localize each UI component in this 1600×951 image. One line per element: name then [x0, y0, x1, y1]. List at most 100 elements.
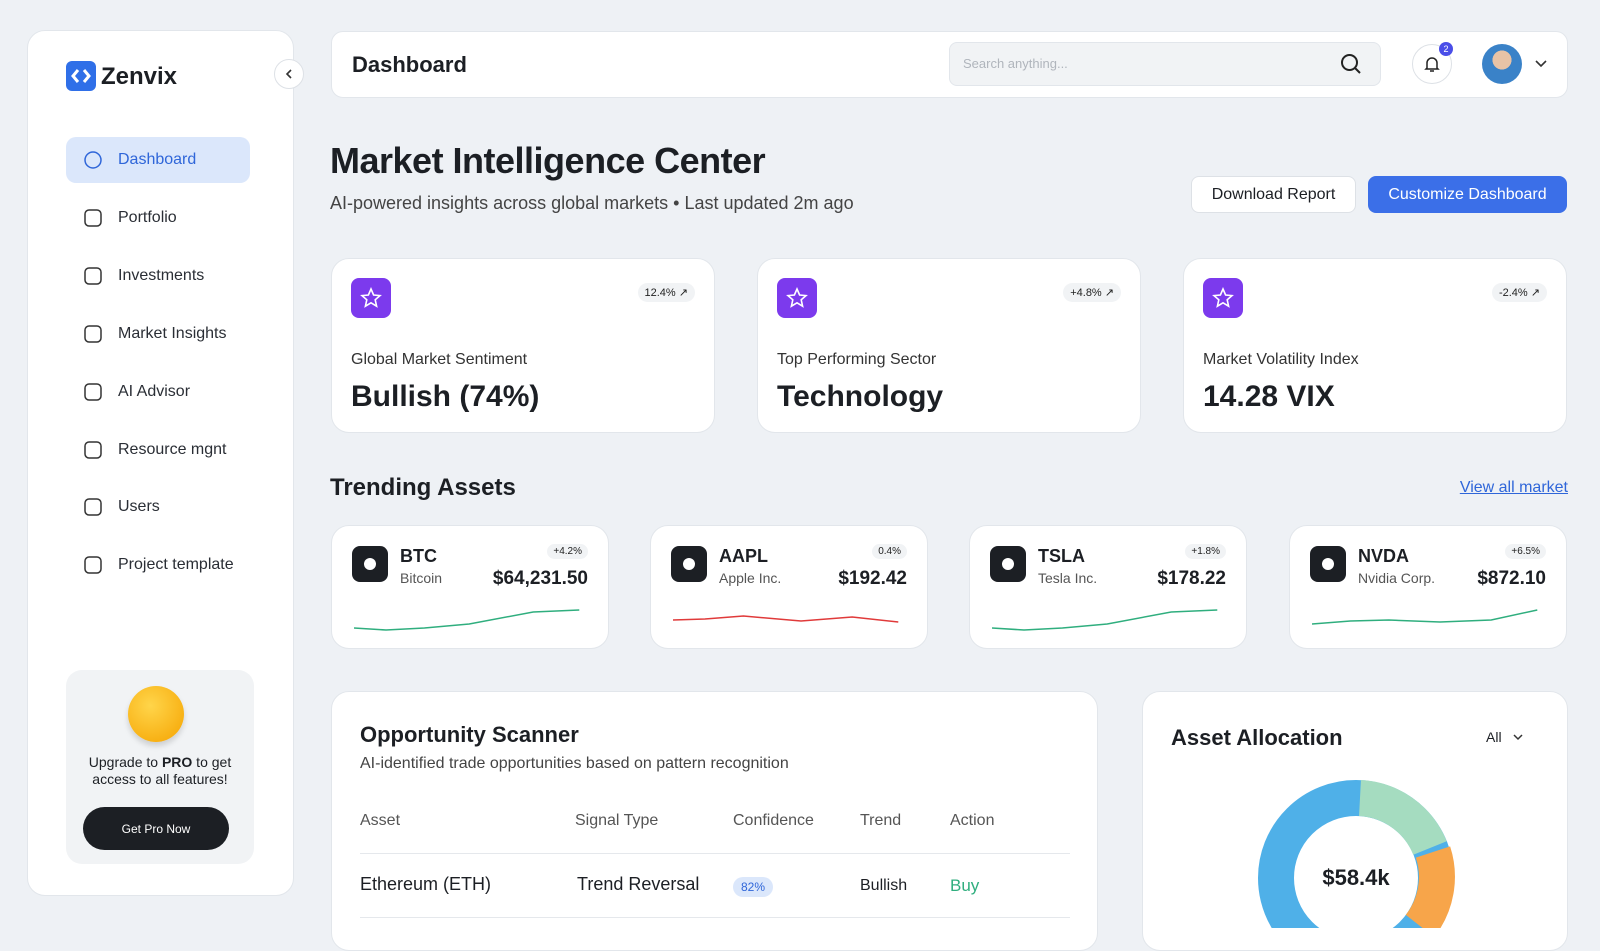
- search-placeholder: Search anything...: [963, 56, 1068, 71]
- action-link[interactable]: Buy: [950, 876, 980, 895]
- allocation-title: Asset Allocation: [1171, 725, 1343, 750]
- nav-item[interactable]: Project template: [66, 542, 250, 588]
- promo-text: Upgrade to PRO to get access to all feat…: [78, 754, 242, 788]
- divider: [360, 853, 1070, 854]
- collapse-button[interactable]: [274, 59, 304, 89]
- sparkline: [673, 606, 903, 636]
- asset-change: +6.5%: [1505, 544, 1546, 559]
- nav-item[interactable]: Market Insights: [66, 311, 250, 357]
- promo-bold: PRO: [161, 754, 193, 770]
- nav-item[interactable]: Portfolio: [66, 195, 250, 241]
- notification-badge: 2: [1439, 42, 1453, 56]
- nav-icon: [84, 383, 102, 401]
- nav-label: Portfolio: [118, 209, 177, 226]
- asset-symbol: AAPL: [719, 546, 768, 566]
- stat-label: Global Market Sentiment: [351, 351, 528, 368]
- asset-card[interactable]: BTC Bitcoin +4.2% $64,231.50: [331, 525, 609, 649]
- asset-symbol: BTC: [400, 546, 437, 566]
- asset-price: $192.42: [838, 568, 907, 589]
- avatar[interactable]: [1482, 44, 1522, 84]
- stat-icon: [1203, 278, 1243, 318]
- asset-name: Tesla Inc.: [1038, 570, 1098, 586]
- nav-label: Resource mgnt: [118, 441, 227, 458]
- customize-button[interactable]: Customize Dashboard: [1368, 176, 1567, 213]
- asset-price: $178.22: [1157, 568, 1226, 589]
- nav-item[interactable]: Investments: [66, 253, 250, 299]
- change-text: +4.8%: [1070, 287, 1102, 299]
- asset-change: +4.2%: [547, 544, 588, 559]
- search-icon[interactable]: [1340, 53, 1362, 75]
- stat-value: Technology: [777, 380, 944, 413]
- nav-icon: [84, 325, 102, 343]
- divider: [360, 917, 1070, 918]
- nav-icon: [84, 209, 102, 227]
- account-chevron[interactable]: [1534, 57, 1548, 71]
- stat-icon: [351, 278, 391, 318]
- column-header: Asset: [360, 812, 401, 829]
- asset-icon: [671, 546, 707, 582]
- asset-glyph: [1002, 558, 1014, 570]
- nav-item[interactable]: Dashboard: [66, 137, 250, 183]
- scanner-card: [331, 691, 1098, 951]
- stat-value: Bullish (74%): [351, 380, 540, 413]
- asset-card[interactable]: TSLA Tesla Inc. +1.8% $178.22: [969, 525, 1247, 649]
- asset-icon: [990, 546, 1026, 582]
- change-pill: +4.8% ↗: [1063, 283, 1121, 302]
- table-cell: Trend Reversal: [577, 874, 700, 894]
- column-header: Confidence: [733, 812, 814, 829]
- scanner-subtitle: AI-identified trade opportunities based …: [360, 755, 789, 772]
- page-title: Market Intelligence Center: [330, 140, 766, 181]
- search-box[interactable]: [949, 42, 1381, 86]
- column-header: Action: [950, 812, 995, 829]
- asset-name: Bitcoin: [400, 570, 443, 586]
- asset-name: Apple Inc.: [719, 570, 782, 586]
- stat-label: Top Performing Sector: [777, 351, 937, 368]
- logo-icon: [66, 61, 96, 91]
- sparkline: [354, 606, 584, 636]
- page: Zenvix Upgrade to PRO to get access to a…: [27, 30, 1568, 951]
- asset-name: Nvidia Corp.: [1358, 570, 1436, 586]
- asset-card[interactable]: NVDA Nvidia Corp. +6.5% $872.10: [1289, 525, 1567, 649]
- star-icon: [786, 287, 808, 308]
- nav-icon: [84, 441, 102, 459]
- asset-glyph: [1322, 558, 1334, 570]
- nav-item[interactable]: AI Advisor: [66, 369, 250, 415]
- nav-label: Project template: [118, 556, 234, 573]
- nav-item[interactable]: Users: [66, 484, 250, 530]
- promo-pre: Upgrade to: [88, 754, 162, 770]
- asset-change: +1.8%: [1185, 544, 1226, 559]
- table-cell: Bullish: [860, 877, 908, 894]
- view-all-link[interactable]: View all market: [1459, 479, 1568, 496]
- asset-price: $872.10: [1477, 568, 1546, 589]
- asset-icon: [352, 546, 388, 582]
- get-pro-button[interactable]: Get Pro Now: [83, 807, 229, 850]
- table-cell: Ethereum (ETH): [360, 874, 492, 894]
- nav-item[interactable]: Resource mgnt: [66, 427, 250, 473]
- asset-glyph: [683, 558, 695, 570]
- brand: Zenvix: [101, 63, 178, 90]
- nav-label: Users: [118, 498, 160, 515]
- column-header: Trend: [860, 812, 902, 829]
- asset-glyph: [364, 558, 376, 570]
- asset-symbol: TSLA: [1038, 546, 1085, 566]
- scanner-title: Opportunity Scanner: [360, 722, 579, 747]
- allocation-filter[interactable]: All: [1486, 729, 1502, 745]
- asset-card[interactable]: AAPL Apple Inc. 0.4% $192.42: [650, 525, 928, 649]
- star-icon: [360, 287, 382, 308]
- change-text: 12.4%: [644, 287, 676, 299]
- asset-change: 0.4%: [872, 544, 907, 559]
- table-cell: 82%: [733, 877, 774, 897]
- donut-hole: [1296, 818, 1416, 928]
- change-pill: -2.4% ↗: [1491, 283, 1547, 302]
- column-header: Signal Type: [575, 812, 659, 829]
- logo-glyph: [71, 69, 91, 83]
- nav-icon: [84, 151, 102, 169]
- nav-label: Dashboard: [118, 151, 197, 168]
- filter-chevron[interactable]: [1512, 731, 1524, 743]
- nav-label: AI Advisor: [118, 383, 191, 400]
- asset-icon: [1310, 546, 1346, 582]
- notification-button[interactable]: [1412, 44, 1452, 84]
- change-pill: 12.4% ↗: [637, 283, 695, 302]
- asset-symbol: NVDA: [1358, 546, 1410, 566]
- download-button[interactable]: Download Report: [1191, 176, 1356, 213]
